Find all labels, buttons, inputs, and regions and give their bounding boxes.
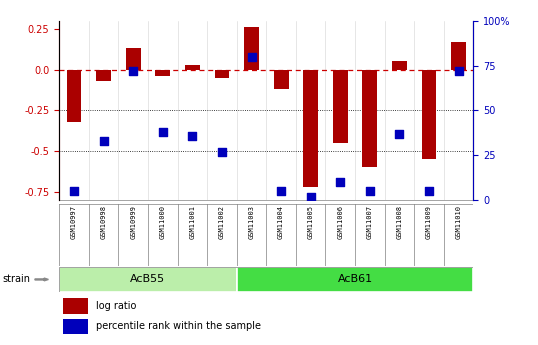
- Bar: [67, 70, 81, 122]
- Bar: [215, 70, 229, 78]
- Text: percentile rank within the sample: percentile rank within the sample: [96, 322, 261, 332]
- Text: AcB61: AcB61: [337, 275, 373, 284]
- Text: GSM11008: GSM11008: [397, 205, 402, 239]
- Text: log ratio: log ratio: [96, 301, 137, 311]
- Bar: [237, 267, 473, 292]
- Text: GSM11009: GSM11009: [426, 205, 432, 239]
- Text: GSM11000: GSM11000: [160, 205, 166, 239]
- Bar: [59, 267, 237, 292]
- Text: strain: strain: [3, 275, 31, 284]
- Bar: [96, 70, 111, 81]
- Text: GSM11006: GSM11006: [337, 205, 343, 239]
- Point: [365, 188, 374, 194]
- Text: GSM11002: GSM11002: [219, 205, 225, 239]
- Bar: [63, 318, 88, 334]
- Point: [454, 68, 463, 74]
- Point: [158, 129, 167, 135]
- Bar: [185, 65, 200, 70]
- Point: [247, 54, 256, 59]
- Text: GSM11004: GSM11004: [278, 205, 284, 239]
- Bar: [155, 70, 170, 76]
- Point: [277, 188, 285, 194]
- Bar: [126, 48, 140, 70]
- Point: [306, 194, 315, 199]
- Point: [188, 133, 196, 138]
- Point: [99, 138, 108, 144]
- Text: GSM10998: GSM10998: [101, 205, 107, 239]
- Bar: [303, 70, 318, 187]
- Text: GSM10999: GSM10999: [130, 205, 136, 239]
- Text: GSM11001: GSM11001: [189, 205, 195, 239]
- Bar: [363, 70, 377, 167]
- Point: [69, 188, 79, 194]
- Text: GSM10997: GSM10997: [71, 205, 77, 239]
- Point: [395, 131, 404, 137]
- Text: AcB55: AcB55: [130, 275, 166, 284]
- Point: [217, 149, 226, 155]
- Point: [424, 188, 433, 194]
- Bar: [63, 298, 88, 314]
- Bar: [422, 70, 436, 159]
- Text: GSM11005: GSM11005: [308, 205, 314, 239]
- Point: [129, 68, 137, 74]
- Bar: [451, 42, 466, 70]
- Text: GSM11003: GSM11003: [249, 205, 254, 239]
- Text: GSM11007: GSM11007: [367, 205, 373, 239]
- Text: GSM11010: GSM11010: [456, 205, 462, 239]
- Bar: [392, 61, 407, 70]
- Bar: [274, 70, 288, 89]
- Point: [336, 179, 344, 185]
- Bar: [333, 70, 348, 143]
- Bar: [244, 27, 259, 70]
